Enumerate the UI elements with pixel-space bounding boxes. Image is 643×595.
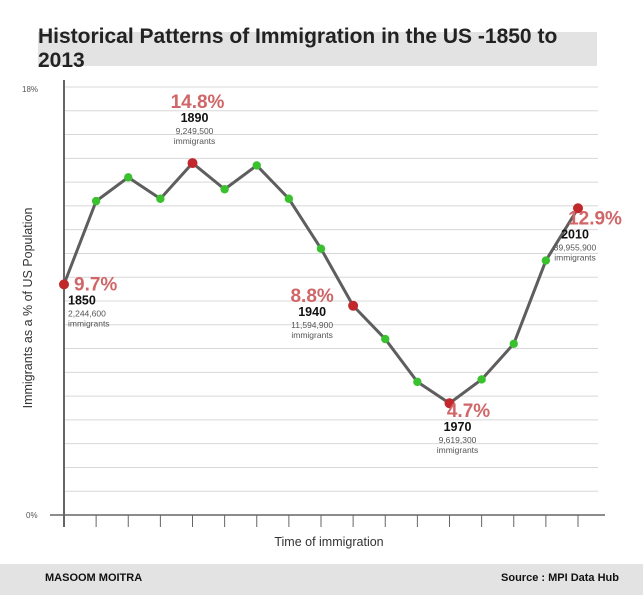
unit-label: immigrants [437,445,479,455]
unit-label: immigrants [291,330,333,340]
series-line [62,161,580,405]
count-label: 39,955,900 [554,242,597,252]
axes [50,80,605,527]
unit-label: immigrants [554,252,596,262]
count-label: 9,249,500 [176,126,214,136]
year-label: 1940 [298,305,326,319]
count-label: 2,244,600 [68,308,106,318]
data-point [381,334,390,344]
unit-label: immigrants [68,318,110,328]
data-point [124,173,133,182]
percent-label: 9.7% [74,274,117,295]
percent-label: 8.8% [290,286,333,307]
annotations: 9.7%18502,244,600immigrants14.8%18909,24… [68,92,622,455]
y-axis-label: Immigrants as a % of US Population [21,208,35,409]
data-point [91,196,101,206]
count-label: 11,594,900 [291,320,333,330]
percent-label: 12.9% [568,208,622,229]
x-axis-label: Time of immigration [274,535,383,549]
y-tick-label-top: 18% [22,85,38,94]
series-polyline [62,161,580,405]
y-tick-label-bottom: 0% [26,511,38,520]
source-credit: Source : MPI Data Hub [501,572,619,584]
percent-label: 14.8% [171,92,225,113]
chart-title: Historical Patterns of Immigration in th… [38,25,558,72]
data-point [252,161,261,170]
data-point [316,244,326,253]
highlight-point [444,398,455,409]
data-point [509,339,518,348]
highlight-point [59,279,69,290]
count-label: 9,619,300 [439,435,477,445]
data-point [477,375,486,384]
year-label: 1970 [444,420,472,434]
unit-label: immigrants [174,136,216,146]
year-label: 1850 [68,293,96,307]
percent-label: 4.7% [447,401,490,422]
data-point [156,194,165,203]
author-credit: MASOOM MOITRA [45,572,143,584]
grid-lines [64,86,598,492]
data-point [220,185,229,194]
highlight-point [348,300,359,311]
data-point [413,377,422,387]
title-bar: Historical Patterns of Immigration in th… [38,25,597,72]
highlight-point [187,158,198,169]
highlight-point [573,203,583,214]
data-points [59,158,583,409]
year-label: 2010 [561,227,589,241]
data-point [284,194,294,203]
footer-bar: MASOOM MOITRA Source : MPI Data Hub [0,564,643,595]
year-label: 1890 [181,111,209,125]
data-point [541,256,551,265]
